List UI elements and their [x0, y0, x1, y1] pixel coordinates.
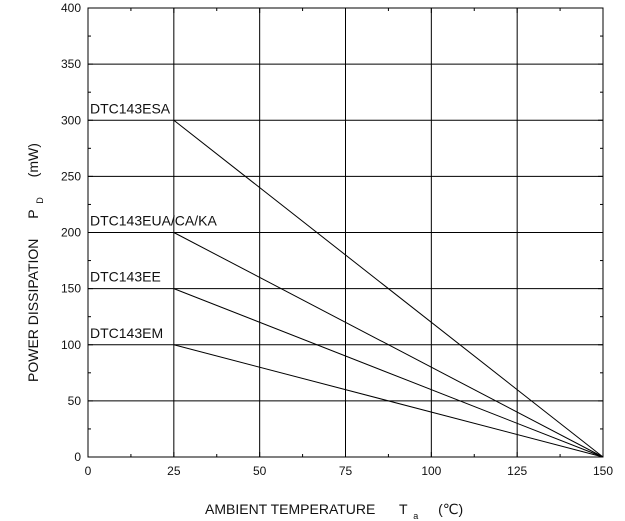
- x-tick-label: 50: [253, 464, 267, 478]
- y-axis-title: POWER DISSIPATION P D (mW): [25, 143, 46, 382]
- series-labels: DTC143ESA DTC143EUA/CA/KA DTC143EE DTC143EM: [90, 100, 217, 341]
- y-axis-subscript: D: [35, 197, 45, 204]
- series-label: DTC143EUA/CA/KA: [90, 213, 217, 229]
- x-tick-label: 125: [507, 464, 527, 478]
- x-tick-label: 25: [167, 464, 181, 478]
- x-tick-label: 150: [593, 464, 613, 478]
- y-tick-label: 200: [61, 226, 81, 240]
- x-axis-unit: (℃): [438, 501, 463, 517]
- x-axis-title: AMBIENT TEMPERATURE T a (℃): [205, 501, 463, 521]
- y-tick-label: 150: [61, 282, 81, 296]
- x-tick-label: 75: [339, 464, 353, 478]
- y-axis-unit: (mW): [25, 143, 41, 177]
- series-label: DTC143ESA: [90, 100, 171, 116]
- y-tick-label: 250: [61, 169, 81, 183]
- series-line: [173, 119, 604, 458]
- series-label: DTC143EE: [90, 269, 161, 285]
- y-tick-label: 100: [61, 338, 81, 352]
- series-lines: [173, 119, 604, 458]
- tick-labels: 0 25 50 75 100 125 150 0 50 100 150 200 250 300 350 400: [61, 1, 613, 478]
- y-axis-symbol: P: [25, 210, 41, 219]
- series-line: [173, 344, 604, 458]
- series-line: [173, 232, 604, 458]
- y-tick-label: 350: [61, 57, 81, 71]
- y-tick-label: 50: [68, 394, 82, 408]
- x-tick-label: 0: [85, 464, 92, 478]
- series-label: DTC143EM: [90, 325, 163, 341]
- y-tick-label: 400: [61, 1, 81, 15]
- y-tick-label: 300: [61, 113, 81, 127]
- series-line: [173, 288, 604, 458]
- x-axis-symbol: T: [399, 501, 408, 517]
- y-axis-title-text: POWER DISSIPATION: [25, 239, 41, 382]
- x-tick-label: 100: [421, 464, 441, 478]
- tick-marks: [87, 7, 604, 458]
- y-tick-label: 0: [74, 450, 81, 464]
- x-axis-subscript: a: [413, 511, 418, 521]
- x-axis-title-text: AMBIENT TEMPERATURE: [205, 501, 375, 517]
